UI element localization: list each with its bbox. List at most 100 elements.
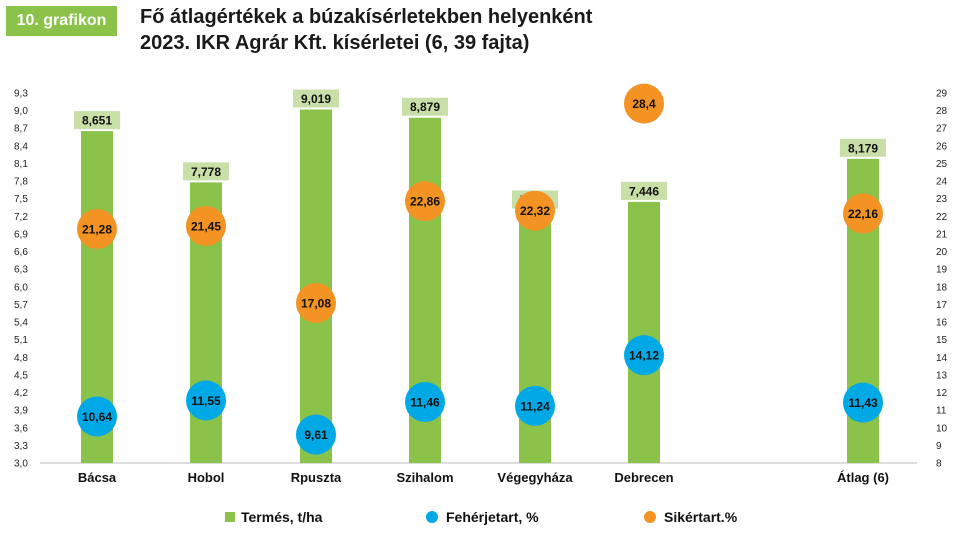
- right-axis-tick-label: 23: [936, 194, 948, 205]
- gluten-marker: [296, 283, 336, 324]
- left-axis-tick-label: 5,4: [14, 318, 28, 329]
- right-axis-tick-label: 18: [936, 282, 948, 293]
- left-axis-tick-label: 7,2: [14, 212, 28, 223]
- left-axis-tick-label: 3,9: [14, 406, 28, 417]
- right-axis-tick-label: 11: [936, 406, 947, 417]
- yield-label-box: [74, 111, 120, 130]
- protein-marker: [515, 385, 555, 426]
- yield-label-box: [293, 89, 339, 108]
- right-axis-tick-label: 17: [936, 300, 948, 311]
- protein-value-label: 11,46: [410, 396, 440, 410]
- right-axis-tick-label: 9: [936, 441, 942, 452]
- gluten-value-label: 22,32: [520, 204, 550, 218]
- left-axis-tick-label: 6,0: [14, 282, 28, 293]
- legend-swatch-protein: [426, 511, 438, 523]
- gluten-value-label: 21,45: [191, 220, 221, 234]
- category-label: Rpuszta: [291, 470, 342, 485]
- protein-marker: [843, 382, 883, 423]
- left-axis-tick-label: 7,5: [14, 194, 28, 205]
- category-label: Bácsa: [78, 470, 117, 485]
- legend-label-gluten: Sikértart.%: [664, 509, 738, 525]
- right-axis-tick-label: 8: [936, 459, 942, 470]
- right-axis-tick-label: 19: [936, 265, 948, 276]
- protein-value-label: 11,55: [191, 394, 221, 408]
- gluten-marker: [843, 193, 883, 234]
- left-axis-tick-label: 6,9: [14, 229, 28, 240]
- category-label: Hobol: [188, 470, 225, 485]
- right-axis-tick-label: 27: [936, 124, 948, 135]
- right-axis-tick-label: 26: [936, 141, 948, 152]
- gluten-value-label: 17,08: [301, 297, 331, 311]
- gluten-marker: [77, 209, 117, 250]
- gluten-marker: [405, 181, 445, 222]
- left-axis-tick-label: 6,6: [14, 247, 28, 258]
- right-axis-tick-label: 28: [936, 106, 948, 117]
- left-axis-tick-label: 3,0: [14, 459, 28, 470]
- yield-bar: [628, 201, 660, 463]
- yield-label-box: [840, 138, 886, 157]
- yield-value-label: 9,019: [301, 92, 331, 106]
- left-axis-tick-label: 5,7: [14, 300, 28, 311]
- gluten-marker: [624, 83, 664, 124]
- protein-marker: [624, 335, 664, 376]
- left-axis: 3,0 3,3 3,6 3,9 4,2 4,5 4,8 5,1 5,4 5,7 6,0 6,3 6,6 6…: [14, 89, 917, 470]
- right-axis-tick-label: 13: [936, 370, 948, 381]
- chart-title-line-2: 2023. IKR Agrár Kft. kísérletei (6, 39 f…: [140, 32, 530, 54]
- right-axis-tick-label: 10: [936, 423, 948, 434]
- yield-value-label: 8,879: [410, 100, 440, 114]
- right-axis-tick-label: 16: [936, 318, 948, 329]
- right-axis-tick-label: 14: [936, 353, 948, 364]
- protein-marker: [296, 414, 336, 455]
- protein-value-label: 9,61: [304, 428, 328, 442]
- protein-value-label: 11,24: [520, 399, 550, 413]
- category-label: Szihalom: [396, 470, 453, 485]
- left-axis-tick-label: 4,8: [14, 353, 28, 364]
- yield-label-box: [402, 97, 448, 116]
- left-axis-tick-label: 6,3: [14, 265, 28, 276]
- gluten-marker: [515, 190, 555, 231]
- gluten-value-label: 28,4: [632, 97, 656, 111]
- legend-label-protein: Fehérjetart, %: [446, 509, 539, 525]
- legend-label-yield: Termés, t/ha: [241, 509, 323, 525]
- protein-value-label: 11,43: [848, 396, 878, 410]
- yield-label-box: [621, 181, 667, 200]
- right-axis-tick-label: 25: [936, 159, 948, 170]
- chart-title-line-1: Fő átlagértékek a búzakísérletekben hely…: [140, 6, 593, 28]
- category-labels: Bácsa Hobol Rpuszta Szihalom Végegyháza Debre…: [78, 470, 889, 485]
- left-axis-tick-label: 8,7: [14, 124, 28, 135]
- left-axis-tick-label: 4,5: [14, 370, 28, 381]
- yield-label-box: [183, 162, 229, 181]
- left-axis-tick-label: 4,2: [14, 388, 28, 399]
- left-axis-tick-label: 9,0: [14, 106, 28, 117]
- yield-value-label: 8,179: [848, 141, 878, 155]
- legend-swatch-gluten: [644, 511, 656, 523]
- quality-markers: 10,64 11,55 9,61 11,46 11,24 14,12 11,43 21,28 2…: [77, 83, 883, 455]
- category-label: Debrecen: [614, 470, 673, 485]
- left-axis-tick-label: 9,3: [14, 89, 28, 100]
- left-axis-tick-label: 3,3: [14, 441, 28, 452]
- protein-marker: [77, 396, 117, 437]
- left-axis-tick-label: 7,8: [14, 177, 28, 188]
- gluten-marker: [186, 206, 226, 247]
- protein-marker: [405, 382, 445, 423]
- right-axis: 8 9 10 11 12 13 14 15 16 17 18 19 20 21 22 23 24 25 26 27 28…: [936, 89, 948, 470]
- yield-value-label: 8,651: [82, 114, 112, 128]
- right-axis-tick-label: 15: [936, 335, 948, 346]
- left-axis-tick-label: 3,6: [14, 423, 28, 434]
- gluten-value-label: 22,86: [410, 195, 440, 209]
- legend: Termés, t/ha Fehérjetart, % Sikértart.%: [225, 509, 738, 525]
- right-axis-tick-label: 24: [936, 177, 948, 188]
- yield-value-label: 7,778: [191, 165, 221, 179]
- yield-value-label: 7,446: [629, 184, 659, 198]
- category-label: Átlag (6): [837, 470, 889, 485]
- protein-value-label: 10,64: [82, 410, 112, 424]
- right-axis-tick-label: 12: [936, 388, 948, 399]
- right-axis-tick-label: 29: [936, 89, 948, 100]
- protein-marker: [186, 380, 226, 421]
- legend-swatch-yield: [225, 512, 235, 522]
- left-axis-tick-label: 8,1: [14, 159, 28, 170]
- chart-title: Fő átlagértékek a búzakísérletekben hely…: [140, 4, 592, 56]
- gluten-value-label: 22,16: [848, 207, 878, 221]
- right-axis-tick-label: 22: [936, 212, 948, 223]
